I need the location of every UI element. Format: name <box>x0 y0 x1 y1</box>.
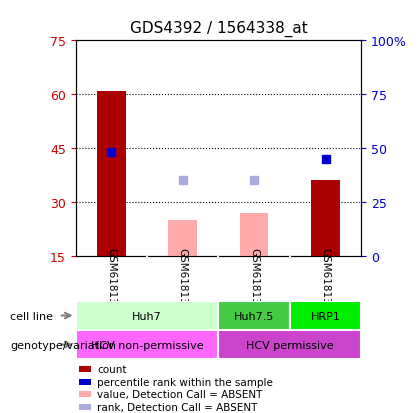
Bar <box>76 330 218 359</box>
Bar <box>311 181 340 256</box>
Bar <box>79 404 91 410</box>
Text: cell line: cell line <box>10 311 53 321</box>
Bar <box>97 91 126 256</box>
Bar <box>290 301 361 330</box>
Bar <box>168 220 197 256</box>
Text: HCV non-permissive: HCV non-permissive <box>91 340 203 350</box>
Text: HRP1: HRP1 <box>310 311 341 321</box>
Bar <box>218 330 361 359</box>
Text: GSM618131: GSM618131 <box>106 247 116 311</box>
Text: GSM618132: GSM618132 <box>320 247 331 311</box>
Text: genotype/variation: genotype/variation <box>10 340 116 350</box>
Title: GDS4392 / 1564338_at: GDS4392 / 1564338_at <box>129 21 307 37</box>
Bar <box>79 391 91 397</box>
Text: Huh7: Huh7 <box>132 311 162 321</box>
Bar <box>240 213 268 256</box>
Bar <box>79 366 91 373</box>
Text: GSM618133: GSM618133 <box>178 247 188 311</box>
Bar <box>76 301 218 330</box>
Text: GSM618134: GSM618134 <box>249 247 259 311</box>
Text: percentile rank within the sample: percentile rank within the sample <box>97 377 273 387</box>
Text: HCV permissive: HCV permissive <box>246 340 333 350</box>
Text: count: count <box>97 364 127 374</box>
Bar <box>218 301 290 330</box>
Text: rank, Detection Call = ABSENT: rank, Detection Call = ABSENT <box>97 401 258 411</box>
Bar <box>79 379 91 385</box>
Text: Huh7.5: Huh7.5 <box>234 311 274 321</box>
Text: value, Detection Call = ABSENT: value, Detection Call = ABSENT <box>97 389 263 399</box>
